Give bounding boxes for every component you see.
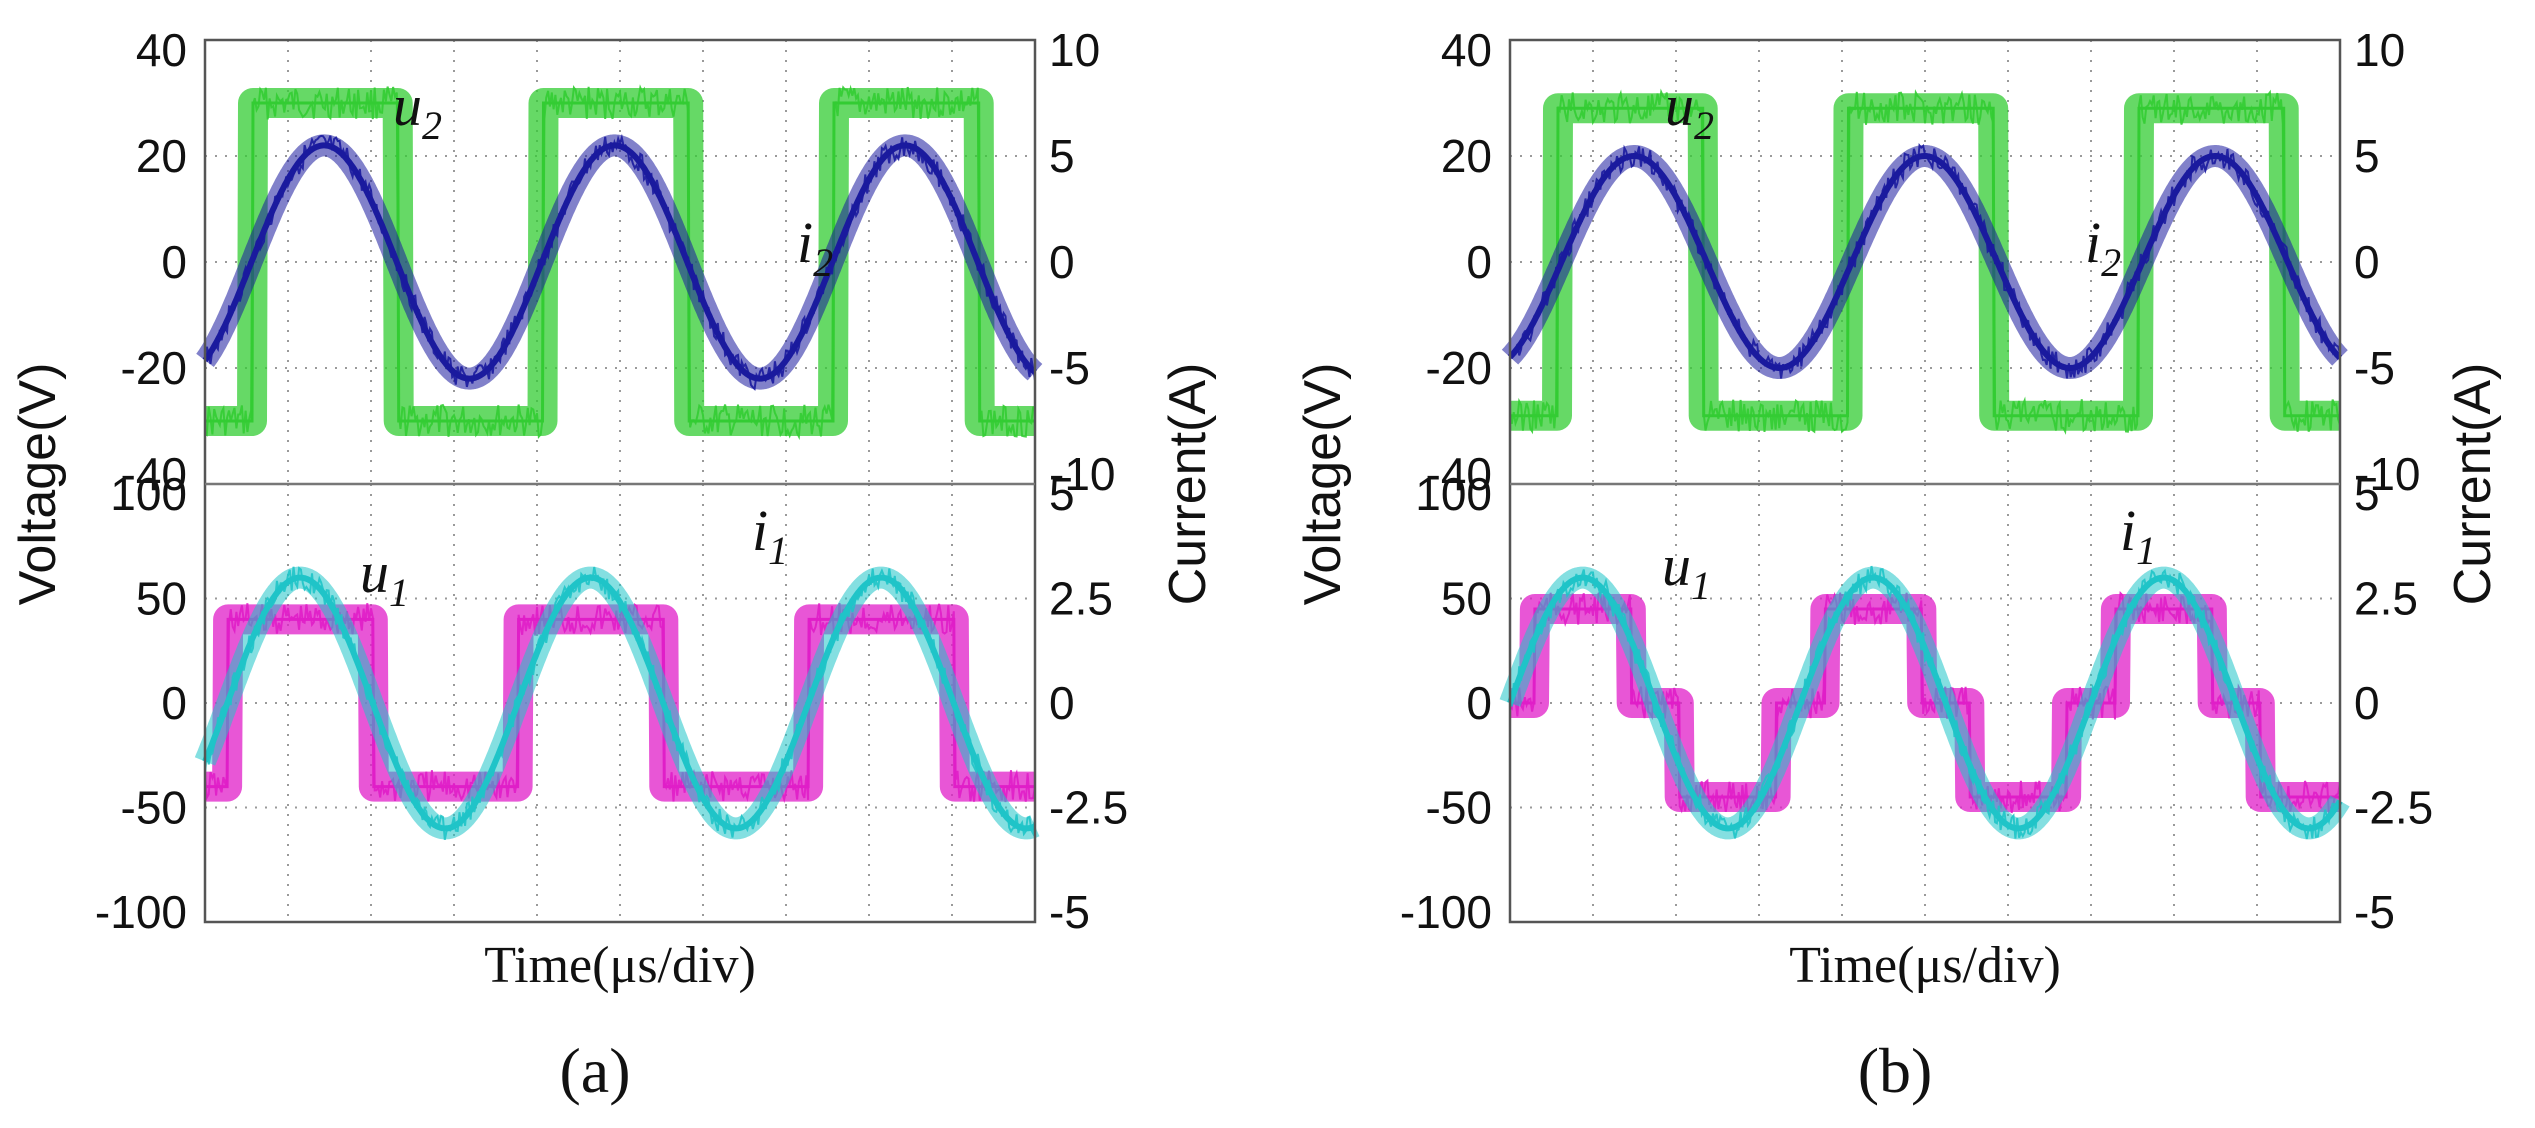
y-tick-label-left: -50 xyxy=(121,782,187,834)
y-tick-label-right: 2.5 xyxy=(2354,573,2418,625)
series-u2-line xyxy=(1510,106,2340,418)
y-tick-label-right: 10 xyxy=(1049,24,1100,76)
panel-a-label: (a) xyxy=(559,1035,630,1106)
y-tick-label-left: -40 xyxy=(1426,448,1492,500)
series-i1-line xyxy=(202,574,1037,832)
panel-b-top-traces xyxy=(1495,88,2355,435)
y-tick-label-right: 5 xyxy=(2354,468,2380,520)
y-tick-label-left: -100 xyxy=(95,886,187,938)
y-tick-label-left: 0 xyxy=(1466,677,1492,729)
panel-a-bottom-traces xyxy=(190,566,1050,840)
series-u2-line xyxy=(205,101,1035,423)
panel-a-frame xyxy=(203,38,1037,924)
y-tick-label-right: 0 xyxy=(2354,236,2380,288)
y-tick-label-right: 0 xyxy=(1049,236,1075,288)
series-i1-noise xyxy=(1509,565,2341,840)
panel-a-top-traces xyxy=(190,84,1050,441)
y-tick-label-right: 5 xyxy=(1049,468,1075,520)
panel-a-i1-label: i1 xyxy=(752,498,788,573)
series-i1-line xyxy=(1507,574,2343,832)
y-tick-label-right: 2.5 xyxy=(1049,573,1113,625)
panel-b-time-axis-label: Time(μs/div) xyxy=(1789,937,2061,994)
panel-a-bottom-grid xyxy=(205,484,1035,922)
y-tick-label-right: 5 xyxy=(2354,130,2380,182)
y-tick-label-right: 10 xyxy=(2354,24,2405,76)
y-tick-label-left: 0 xyxy=(1466,236,1492,288)
panel-a-time-axis-label: Time(μs/div) xyxy=(484,937,756,994)
y-tick-label-left: -20 xyxy=(121,342,187,394)
y-tick-label-right: 5 xyxy=(1049,130,1075,182)
y-tick-label-right: -5 xyxy=(1049,886,1090,938)
panel-a-current-axis-label: Current(A) xyxy=(1159,363,1217,606)
y-tick-label-right: -2.5 xyxy=(1049,782,1128,834)
y-tick-label-right: -10 xyxy=(2354,448,2420,500)
y-tick-label-right: -5 xyxy=(2354,886,2395,938)
panel-a-u2-label: u2 xyxy=(393,73,442,148)
panel-b-i1-label: i1 xyxy=(2120,498,2156,573)
panel-a-i2-label: i2 xyxy=(797,210,833,285)
panel-b-u2-label: u2 xyxy=(1665,73,1714,148)
y-tick-label-right: 0 xyxy=(2354,677,2380,729)
y-tick-label-left: 20 xyxy=(136,130,187,182)
series-i1-band xyxy=(194,566,1046,840)
y-tick-label-left: 40 xyxy=(136,24,187,76)
y-tick-label-right: 0 xyxy=(1049,677,1075,729)
panel-b-label: (b) xyxy=(1858,1035,1933,1106)
series-i1-noise xyxy=(204,566,1036,840)
y-tick-label-left: -100 xyxy=(1400,886,1492,938)
y-tick-label-right: -5 xyxy=(2354,342,2395,394)
panel-b-voltage-axis-label: Voltage(V) xyxy=(1294,363,1352,606)
y-tick-label-left: 100 xyxy=(1415,468,1492,520)
y-tick-label-left: 0 xyxy=(161,677,187,729)
y-tick-label-left: -20 xyxy=(1426,342,1492,394)
panel-b-current-axis-label: Current(A) xyxy=(2444,363,2502,606)
series-u2-noise xyxy=(1509,88,2341,435)
panel-b-bottom-traces xyxy=(1495,565,2355,840)
panel-b-u1-label: u1 xyxy=(1662,533,1711,608)
y-tick-label-right: -2.5 xyxy=(2354,782,2433,834)
y-tick-label-left: 50 xyxy=(136,573,187,625)
y-tick-label-left: 40 xyxy=(1441,24,1492,76)
panel-a-voltage-axis-label: Voltage(V) xyxy=(9,363,67,606)
series-i2-line xyxy=(202,142,1037,382)
series-i2-line xyxy=(1507,153,2343,371)
y-tick-label-left: 100 xyxy=(110,468,187,520)
y-tick-label-right: -10 xyxy=(1049,448,1115,500)
panel-b-frame xyxy=(1508,38,2342,924)
panel-b-i2-label: i2 xyxy=(2085,210,2121,285)
y-tick-label-right: -5 xyxy=(1049,342,1090,394)
y-tick-label-left: 50 xyxy=(1441,573,1492,625)
y-tick-label-left: -50 xyxy=(1426,782,1492,834)
panel-a-u1-label: u1 xyxy=(360,540,409,615)
series-u2-noise xyxy=(204,84,1036,441)
y-tick-label-left: -40 xyxy=(121,448,187,500)
y-tick-label-left: 0 xyxy=(161,236,187,288)
y-tick-label-left: 20 xyxy=(1441,130,1492,182)
